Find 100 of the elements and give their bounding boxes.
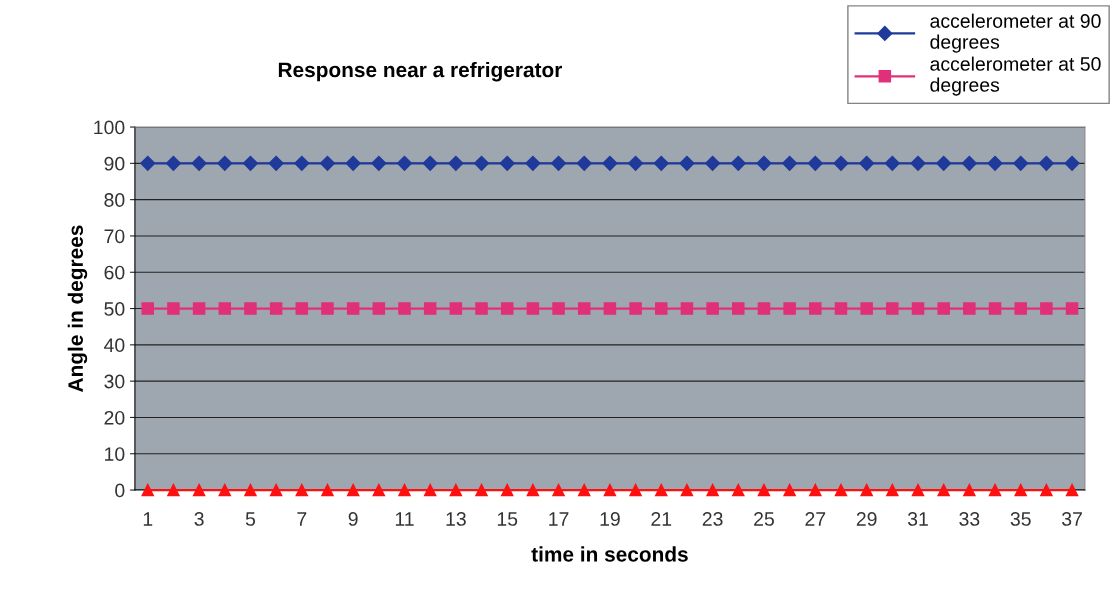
point xyxy=(1038,155,1054,171)
point xyxy=(911,483,925,497)
point xyxy=(319,155,336,171)
y-tick-label: 100 xyxy=(94,120,125,135)
point xyxy=(886,483,899,497)
point xyxy=(655,302,668,315)
point xyxy=(269,483,283,497)
point xyxy=(757,302,771,315)
x-tick-label: 33 xyxy=(959,512,980,526)
point xyxy=(269,302,283,315)
y-tick-label: 60 xyxy=(104,265,125,280)
point xyxy=(732,302,745,315)
point xyxy=(987,155,1003,171)
x-tick-label: 31 xyxy=(907,512,928,526)
point xyxy=(423,483,437,497)
point xyxy=(473,155,490,171)
point xyxy=(165,155,181,171)
y-tick-label: 20 xyxy=(104,410,125,425)
point xyxy=(242,155,259,171)
point xyxy=(422,155,438,171)
point xyxy=(937,483,950,497)
point xyxy=(859,155,875,171)
point xyxy=(372,483,386,497)
point xyxy=(705,155,721,171)
point xyxy=(500,483,514,497)
point xyxy=(192,483,206,497)
x-tick-label: 27 xyxy=(805,512,826,526)
point xyxy=(783,483,796,497)
x-tick-label: 9 xyxy=(348,512,358,526)
point xyxy=(756,155,772,171)
point xyxy=(475,483,488,497)
point xyxy=(834,302,848,315)
x-tick-label: 13 xyxy=(446,512,466,526)
point xyxy=(577,483,591,497)
point xyxy=(552,302,565,315)
x-tick-label: 3 xyxy=(194,512,204,526)
point xyxy=(732,483,745,497)
point xyxy=(833,155,849,171)
point xyxy=(629,302,642,315)
point xyxy=(449,483,463,497)
y-axis-title: Angle in degrees xyxy=(67,225,88,392)
point xyxy=(653,155,669,171)
point xyxy=(268,155,284,171)
point xyxy=(782,155,798,171)
point xyxy=(1065,302,1079,315)
point xyxy=(448,155,464,171)
point xyxy=(629,483,642,497)
point xyxy=(167,483,180,497)
point xyxy=(963,483,976,497)
point xyxy=(499,155,515,171)
point xyxy=(1014,302,1027,315)
point xyxy=(807,155,823,171)
point xyxy=(988,483,1002,497)
chart-title: Response near a refrigerator xyxy=(278,61,563,82)
point xyxy=(886,302,899,315)
x-tick-label: 15 xyxy=(497,512,518,526)
y-tick-label: 40 xyxy=(104,338,125,353)
point xyxy=(398,483,411,497)
point xyxy=(398,302,411,315)
point xyxy=(346,302,360,315)
point xyxy=(809,483,822,497)
point xyxy=(937,302,950,315)
point xyxy=(910,155,926,171)
point xyxy=(550,155,567,171)
x-tick-label: 1 xyxy=(143,512,153,526)
point xyxy=(577,302,591,315)
point xyxy=(730,155,746,171)
x-tick-label: 5 xyxy=(245,512,256,526)
x-tick-label: 19 xyxy=(600,512,620,526)
point xyxy=(526,302,540,315)
point xyxy=(295,483,309,497)
point xyxy=(860,302,873,315)
x-tick-label: 37 xyxy=(1061,512,1082,526)
point xyxy=(655,483,668,497)
x-tick-label: 25 xyxy=(754,512,774,526)
point xyxy=(321,302,334,315)
point xyxy=(911,302,925,315)
point xyxy=(576,155,592,171)
point xyxy=(706,483,719,497)
point xyxy=(217,155,233,171)
y-tick-label: 90 xyxy=(104,156,125,171)
point xyxy=(345,155,361,171)
point xyxy=(602,155,618,171)
point xyxy=(396,155,413,171)
y-tick-label: 30 xyxy=(104,374,125,389)
x-tick-label: 29 xyxy=(856,512,877,526)
point xyxy=(346,483,360,497)
point xyxy=(1064,155,1080,171)
point xyxy=(961,155,977,171)
point xyxy=(244,302,257,315)
legend-label: accelerometer at 50 degrees xyxy=(930,56,1101,96)
x-tick-label: 35 xyxy=(1010,512,1031,526)
point xyxy=(963,302,976,315)
point xyxy=(936,155,952,171)
x-tick-label: 7 xyxy=(297,512,307,526)
point xyxy=(191,155,207,171)
point xyxy=(603,302,617,315)
point xyxy=(140,155,156,171)
y-tick-label: 50 xyxy=(104,302,125,316)
y-tick-label: 70 xyxy=(104,229,125,244)
